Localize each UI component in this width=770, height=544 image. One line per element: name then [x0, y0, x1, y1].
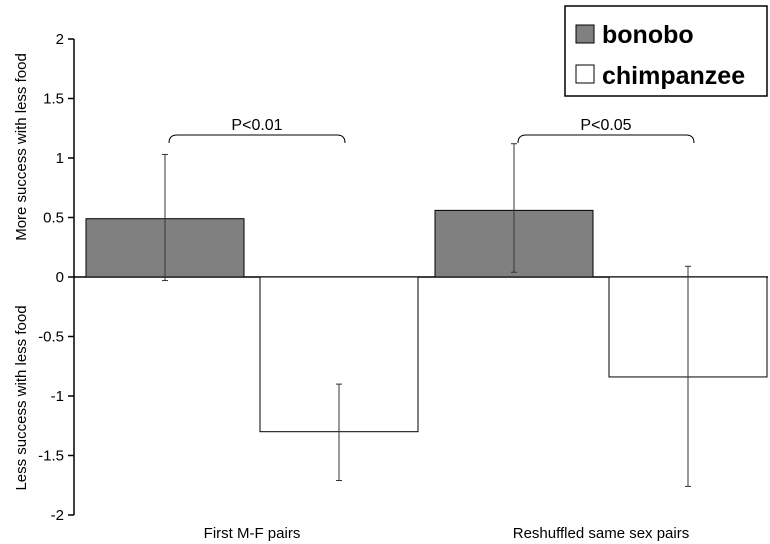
y-tick-label: -0.5: [38, 329, 64, 346]
legend-swatch-bonobo: [575, 24, 595, 44]
x-tick-label-1: First M-F pairs: [204, 525, 301, 542]
legend: bonobo chimpanzee: [564, 5, 768, 97]
error-bars: [162, 143, 691, 487]
significance-bracket-2: [517, 134, 695, 144]
annotations: P<0.01 P<0.05: [168, 117, 695, 144]
y-tick-label: 1: [56, 150, 64, 167]
y-tick-label: -1.5: [38, 448, 64, 465]
legend-label-bonobo: bonobo: [602, 21, 694, 49]
significance-bracket-1: [168, 134, 346, 144]
y-tick-label: -2: [51, 507, 64, 524]
x-tick-label-2: Reshuffled same sex pairs: [513, 525, 689, 542]
axes: 2 1.5 1 0.5 0 -0.5 -1 -1.5 -2 First M-F pairs Resh…: [38, 31, 768, 542]
significance-label-1: P<0.01: [231, 117, 282, 134]
significance-label-2: P<0.05: [580, 117, 631, 134]
bars: [85, 209, 768, 433]
y-axis-label-bottom: Less success with less food: [13, 305, 30, 490]
y-tick-label: 0: [56, 269, 64, 286]
legend-box: [564, 5, 768, 97]
y-tick-label: 2: [56, 31, 64, 48]
y-tick-label: 1.5: [43, 91, 64, 108]
legend-swatch-chimpanzee: [575, 64, 595, 84]
y-axis-labels: More success with less food Less success…: [13, 53, 30, 490]
y-axis-label-top: More success with less food: [13, 53, 30, 241]
legend-label-chimpanzee: chimpanzee: [602, 62, 745, 90]
y-tick-label: 0.5: [43, 210, 64, 227]
y-tick-label: -1: [51, 388, 64, 405]
